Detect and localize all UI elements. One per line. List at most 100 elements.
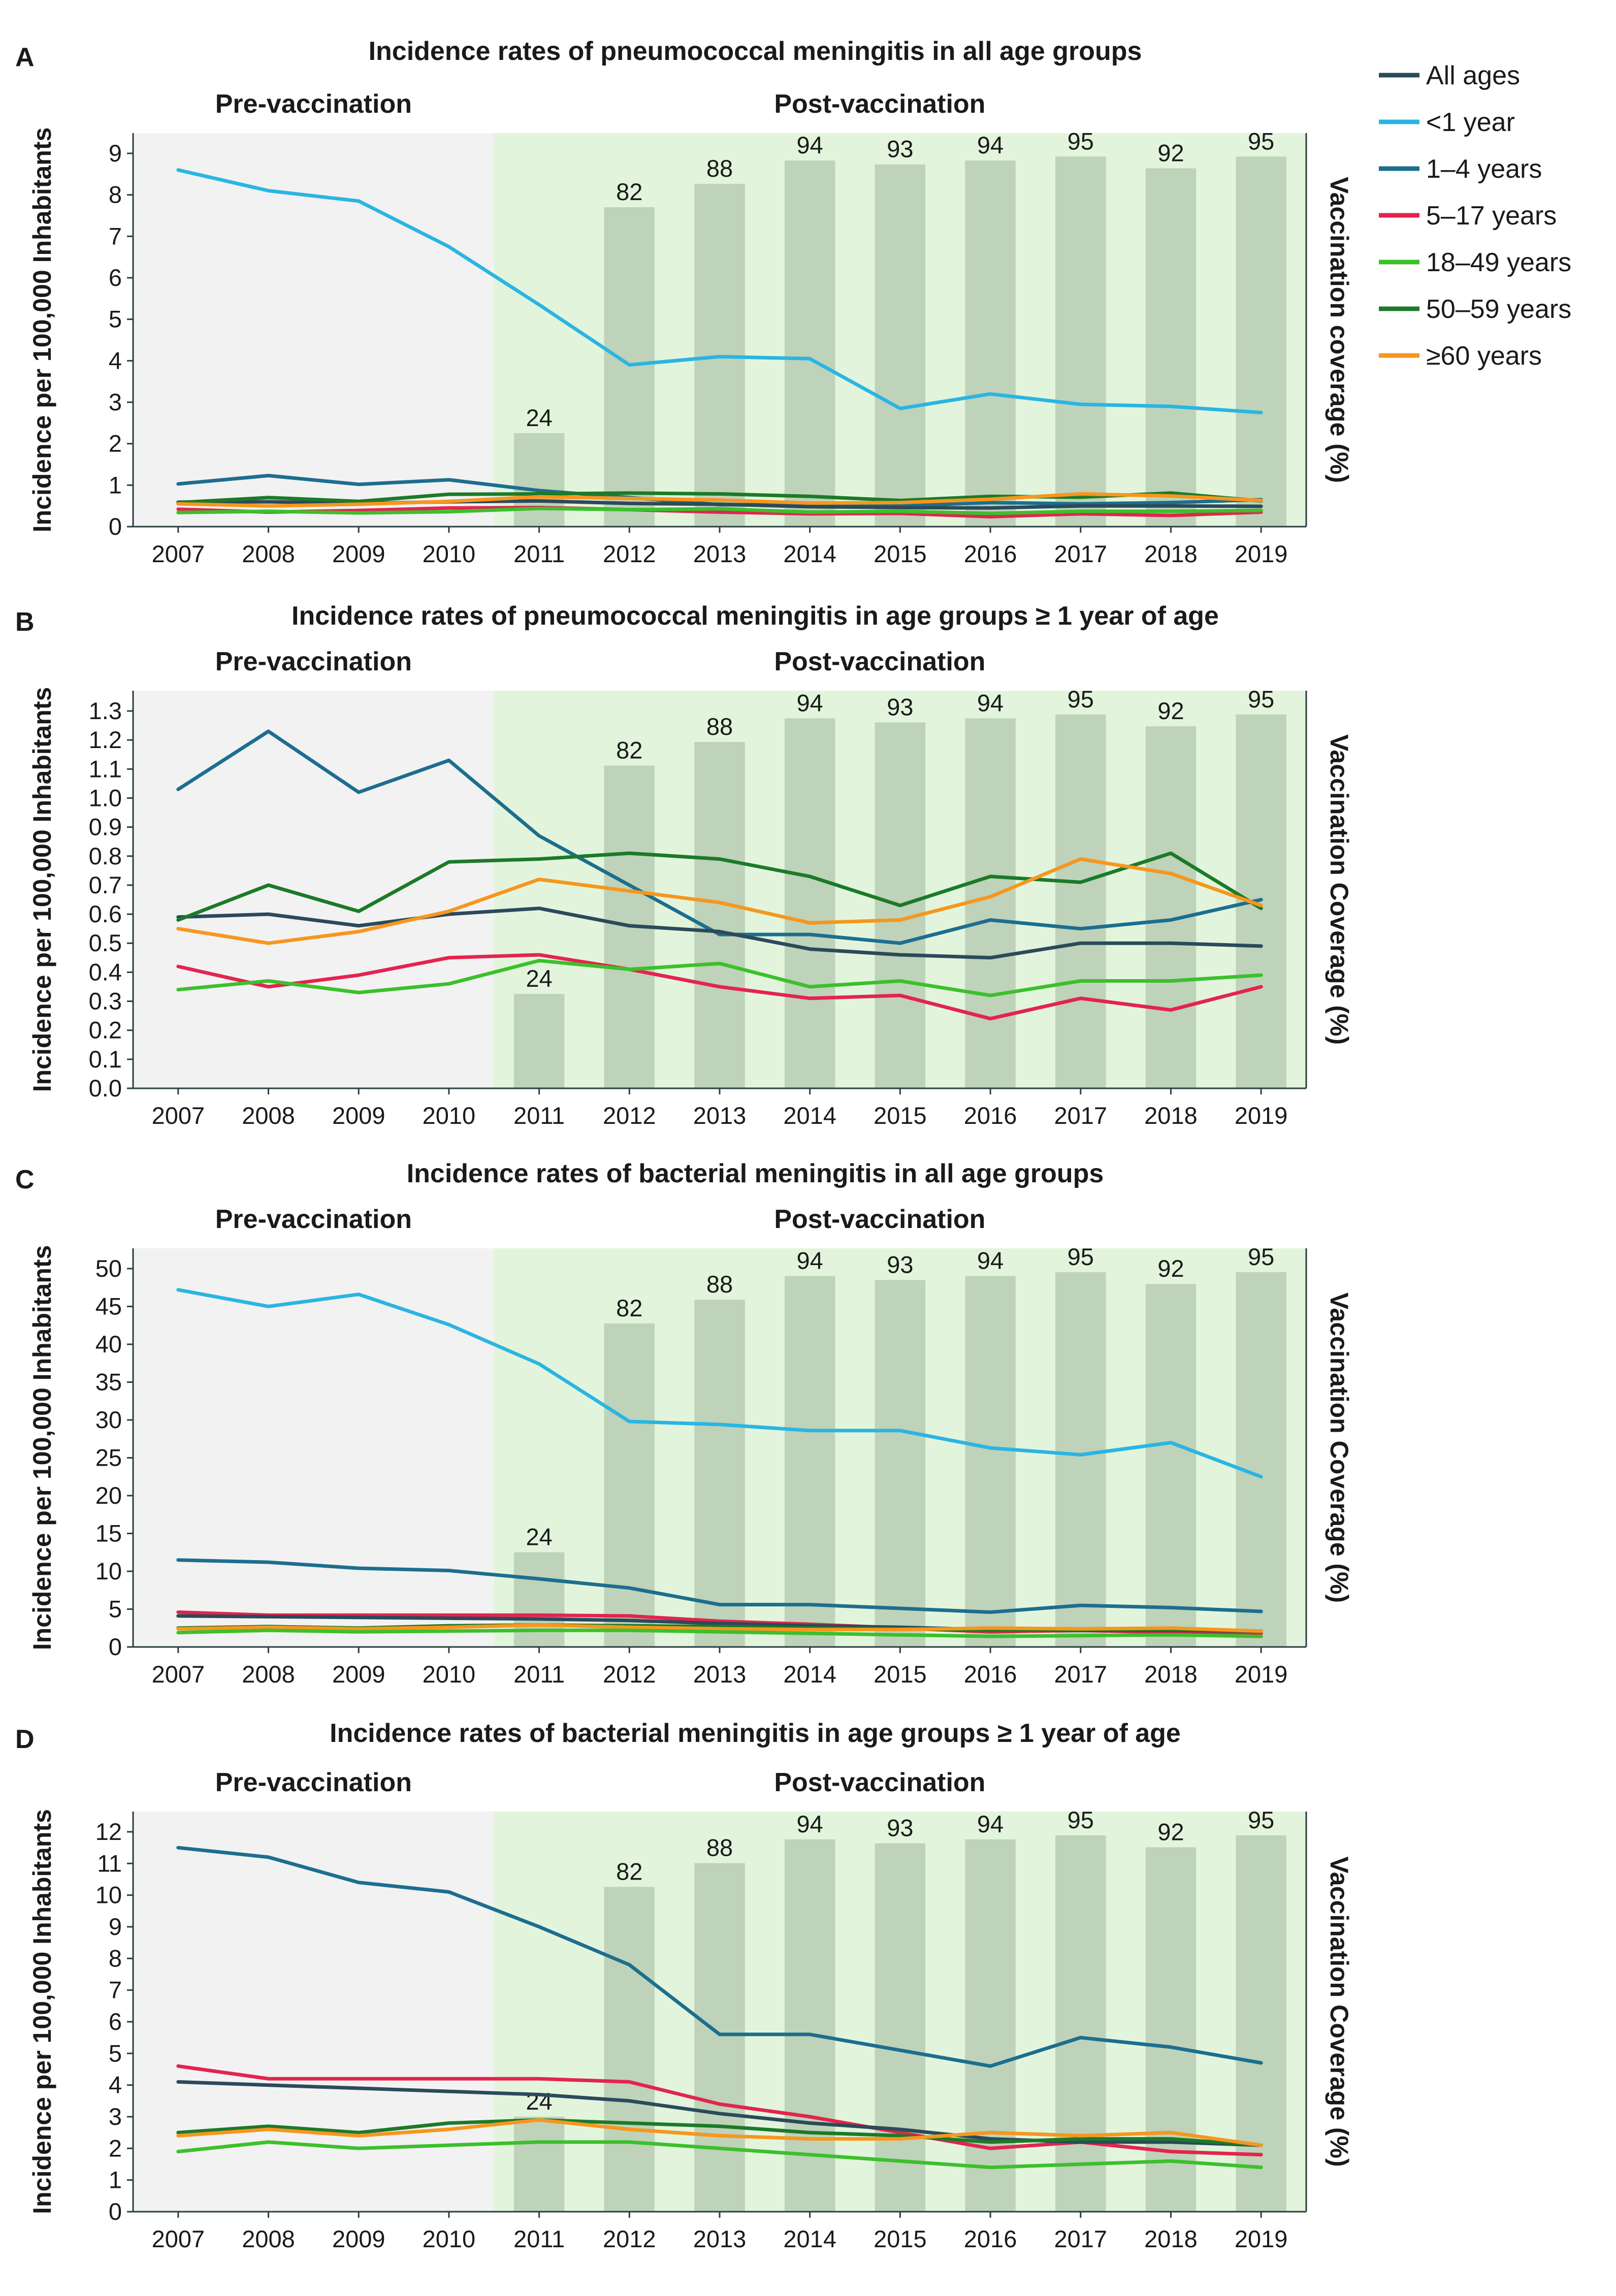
coverage-bar [1145,1847,1197,2212]
coverage-label: 95 [1248,1243,1274,1270]
coverage-label: 94 [977,690,1004,717]
coverage-bar [875,1843,926,2212]
post-vaccination-label: Post-vaccination [774,647,985,676]
series-line [176,492,1263,508]
series-line [176,168,1263,414]
x-tick-label: 2019 [1235,540,1288,567]
x-tick-label: 2008 [242,1102,295,1129]
x-tick-label: 2009 [332,1102,385,1129]
legend-label: <1 year [1426,108,1515,137]
coverage-bar [784,1839,835,2212]
pre-vaccination-label: Pre-vaccination [215,647,412,676]
y-tick-label: 8 [109,1945,122,1971]
x-tick-label: 2019 [1235,2225,1288,2252]
x-tick-label: 2009 [332,1661,385,1688]
series-line [176,729,1263,945]
coverage-label: 24 [526,404,552,431]
coverage-bar [694,1300,745,1647]
coverage-bar [513,2116,565,2212]
coverage-bar [694,742,745,1088]
y-tick-label: 0 [109,513,122,540]
y-tick-label: 0.0 [89,1075,122,1102]
y-tick-label: 0 [109,1633,122,1660]
coverage-bar [1236,1835,1286,2212]
coverage-label: 92 [1157,1818,1184,1845]
coverage-bar [784,160,835,527]
coverage-label: 94 [977,132,1004,158]
legend: All ages <1 year 1–4 years 5–17 years 18–49 … [1379,61,1571,371]
legend-label: 5–17 years [1426,201,1557,231]
y-tick-label: 45 [95,1293,122,1320]
y2-axis-label: Vaccination Coverage (%) [1325,1292,1353,1603]
y-tick-label: 7 [109,1977,122,2003]
coverage-bar [1145,168,1197,527]
coverage-bar [1145,726,1197,1088]
y-tick-label: 50 [95,1255,122,1282]
legend-label: 50–59 years [1426,295,1571,324]
series-line [176,2080,1263,2147]
chart-title: Incidence rates of pneumococcal meningit… [369,37,1142,66]
series-line [176,505,1263,519]
y-axis-label: Incidence per 100,000 Inhabitants [28,1809,56,2214]
y2-axis-label: Vaccination Coverage (%) [1325,1856,1353,2166]
x-tick-label: 2007 [152,540,205,567]
y2-axis-label: Vaccination Coverage (%) [1325,734,1353,1045]
y-tick-label: 5 [109,2040,122,2066]
panel-letter: B [15,607,35,637]
coverage-bar [604,207,655,527]
x-tick-label: 2018 [1144,1102,1198,1129]
x-tick-label: 2018 [1144,1661,1198,1688]
x-tick-label: 2013 [693,540,747,567]
series-line [176,907,1263,960]
coverage-label: 95 [1248,127,1274,154]
y-tick-label: 1.1 [89,755,122,782]
y-tick-label: 0 [109,2198,122,2225]
coverage-bar [965,1839,1016,2212]
x-tick-label: 2018 [1144,540,1198,567]
y-tick-label: 5 [109,1596,122,1623]
x-tick-label: 2016 [964,540,1017,567]
coverage-bar [513,1552,565,1647]
series-line [176,1558,1263,1614]
y-tick-label: 0.9 [89,814,122,840]
coverage-label: 88 [706,1834,733,1861]
coverage-bar [513,994,565,1088]
coverage-bar [1055,714,1106,1088]
panel-letter: C [15,1165,35,1194]
panel-c: 24 82 88 94 93 94 95 92 95 0 5 10 15 20 25 30 35 40 45 50 20… [15,1159,1353,1688]
coverage-label: 82 [616,178,642,205]
x-tick-label: 2017 [1054,1661,1107,1688]
coverage-bar [965,160,1016,527]
x-tick-label: 2012 [603,1102,656,1129]
coverage-label: 93 [887,1815,913,1841]
x-tick-label: 2010 [423,540,476,567]
x-tick-label: 2007 [152,2225,205,2252]
coverage-label: 94 [797,1247,823,1274]
coverage-bar [694,1863,745,2212]
series-line [176,1288,1263,1479]
coverage-label: 94 [977,1810,1004,1837]
x-tick-label: 2014 [783,2225,836,2252]
coverage-label: 88 [706,1271,733,1298]
x-tick-label: 2014 [783,1102,836,1129]
coverage-bar [784,1276,835,1647]
pre-vaccination-region [133,691,494,1088]
y-tick-label: 1.0 [89,784,122,811]
series-line [176,1623,1263,1633]
x-tick-label: 2013 [693,1661,747,1688]
pre-vaccination-region [133,1248,494,1647]
coverage-bar [1145,1284,1197,1647]
pre-vaccination-region [133,133,494,527]
x-tick-label: 2008 [242,540,295,567]
x-tick-label: 2018 [1144,2225,1198,2252]
panel-a: 24 82 88 94 93 94 95 92 95 0 1 2 3 4 5 6 7 8 9 2007 2008 2009… [15,37,1353,567]
y-tick-label: 6 [109,264,122,291]
coverage-label: 92 [1157,697,1184,724]
y-tick-label: 10 [95,1882,122,1909]
y-tick-label: 0.4 [89,958,122,985]
legend-label: 18–49 years [1426,248,1571,277]
y-tick-label: 25 [95,1444,122,1471]
y-tick-label: 1 [109,2166,122,2193]
